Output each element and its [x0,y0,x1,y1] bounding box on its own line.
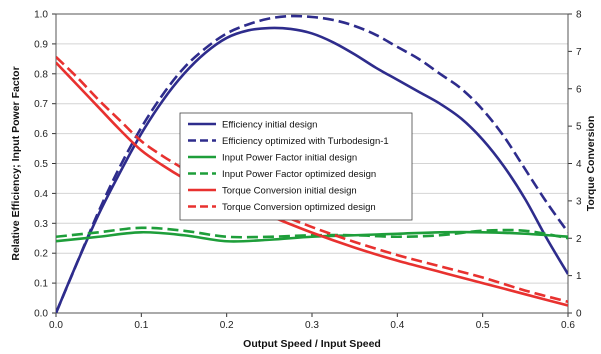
y-left-tick-label: 0.4 [34,189,48,200]
plot-frame [55,13,569,314]
legend: Efficiency initial design Efficiency opti… [179,112,413,221]
y-left-tick-label: 0.3 [34,219,48,230]
legend-label: Input Power Factor initial design [222,153,357,164]
legend-label: Input Power Factor optimized design [222,169,376,180]
y-axis-right-title: Torque Conversion [585,116,597,211]
y-right-tick-label: 7 [576,47,582,58]
legend-label: Efficiency optimized with Turbodesign-1 [222,136,389,147]
x-tick-label: 0.4 [390,320,404,331]
x-tick-label: 0.2 [220,320,234,331]
y-left-tick-label: 0.1 [34,279,48,290]
x-axis-title: Output Speed / Input Speed [243,338,381,350]
y-left-tick-label: 0.9 [34,39,48,50]
series-line-2 [56,230,568,243]
y-left-tick-label: 0.0 [34,309,48,320]
y-right-tick-label: 1 [576,271,582,282]
y-left-tick-label: 1.0 [34,10,48,21]
y-right-tick-label: 2 [576,234,582,245]
y-left-tick-label: 0.8 [34,69,48,80]
y-right-tick-label: 8 [576,10,582,21]
series-line-3 [56,226,568,240]
series-line-0 [56,26,568,313]
y-left-tick-label: 0.7 [34,99,48,110]
legend-label: Torque Conversion optimized design [222,202,376,213]
y-right-tick-label: 0 [576,309,582,320]
y-axis-left-title: Relative Efficiency; Input Power Factor [10,66,22,260]
y-left-tick-label: 0.2 [34,249,48,260]
y-right-tick-label: 5 [576,122,582,133]
x-tick-label: 0.5 [476,320,490,331]
y-right-tick-label: 6 [576,84,582,95]
tick-labels: 0.0 0.1 0.2 0.3 0.4 0.5 0.6 0.7 0.8 0.9 1.0 0 1 2 3 4 5 6… [34,10,582,332]
axes [52,13,572,317]
y-right-tick-label: 3 [576,196,582,207]
legend-box [179,112,413,221]
x-tick-label: 0.0 [49,320,63,331]
x-tick-label: 0.6 [561,320,575,331]
legend-label: Torque Conversion initial design [222,186,357,197]
y-left-tick-label: 0.6 [34,129,48,140]
x-tick-label: 0.3 [305,320,319,331]
y-right-tick-label: 4 [576,159,582,170]
series-line-1 [56,14,568,313]
legend-label: Efficiency initial design [222,120,317,131]
x-tick-label: 0.1 [134,320,148,331]
series-line-5 [56,56,568,304]
y-left-tick-label: 0.5 [34,159,48,170]
